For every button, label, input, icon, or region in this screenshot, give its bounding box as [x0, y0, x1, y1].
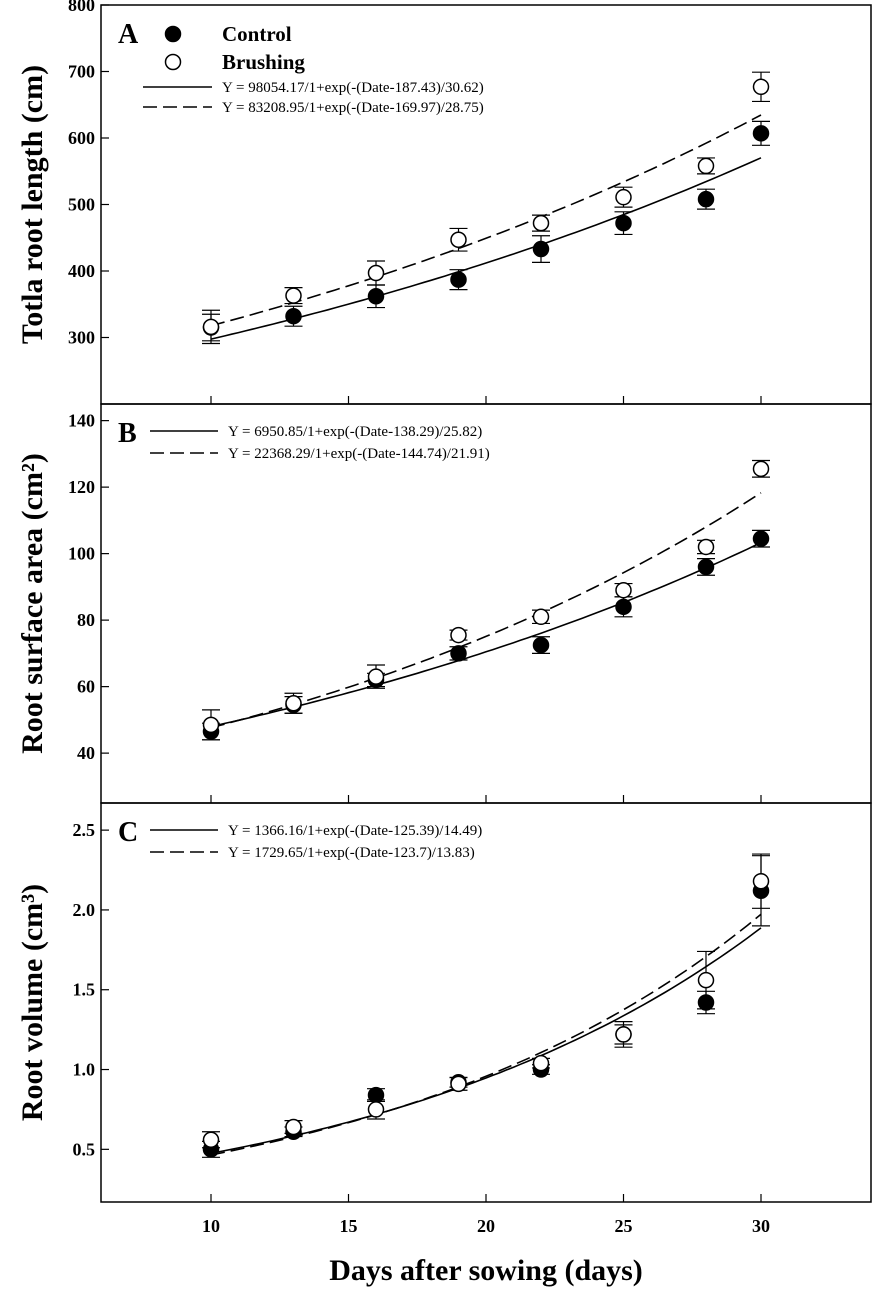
marker-brushing — [532, 608, 550, 626]
marker-brushing — [202, 716, 220, 734]
marker-brushing — [752, 460, 770, 478]
x-tick-label: 20 — [477, 1216, 495, 1236]
fit-curve-brushing — [210, 114, 762, 327]
marker-control — [367, 288, 385, 305]
marker-control — [285, 307, 302, 325]
fit-equation-brushing: Y = 83208.95/1+exp(-(Date-169.97)/28.75) — [222, 100, 484, 116]
marker-brushing — [697, 971, 715, 989]
y-tick-label: 120 — [68, 477, 95, 497]
panel-letter: B — [118, 418, 137, 449]
y-tick-label: 0.5 — [73, 1139, 96, 1159]
marker-brushing — [752, 872, 770, 890]
x-tick-label: 30 — [752, 1216, 770, 1236]
fit-curve-brushing — [210, 913, 762, 1156]
marker-brushing — [285, 287, 302, 304]
x-tick-label: 25 — [615, 1216, 633, 1236]
y-tick-label: 400 — [68, 261, 95, 281]
marker-control — [752, 530, 770, 547]
marker-control — [697, 190, 715, 208]
y-tick-label: 1.5 — [73, 980, 96, 1000]
panel-b: 40 60 80 100 120 140 Root surface area (cm²) B Y… — [16, 403, 872, 804]
marker-brushing — [450, 626, 467, 644]
legend-label-brushing: Brushing — [222, 50, 305, 74]
fit-curve-control — [210, 157, 762, 340]
x-tick-label: 15 — [340, 1216, 358, 1236]
marker-control — [450, 645, 467, 662]
panel-letter: C — [118, 817, 138, 848]
y-tick-label: 300 — [68, 328, 95, 348]
y-tick-label: 60 — [77, 677, 95, 697]
fit-curve-control — [210, 541, 762, 728]
y-tick-label: 1.0 — [73, 1060, 96, 1080]
fit-equation-control: Y = 1366.16/1+exp(-(Date-125.39)/14.49) — [228, 823, 482, 839]
marker-control — [752, 125, 770, 142]
y-tick-label: 140 — [68, 411, 95, 431]
legend-label-control: Control — [222, 22, 292, 46]
legend-marker-control — [164, 25, 182, 43]
panel-c: 0.5 1.0 1.5 2.0 2.5 Root volume (cm³) C Y = 136… — [16, 802, 872, 1203]
marker-brushing — [450, 231, 467, 248]
marker-brushing — [285, 1118, 302, 1136]
fit-equation-brushing: Y = 1729.65/1+exp(-(Date-123.7)/13.83) — [228, 845, 475, 861]
y-tick-label: 500 — [68, 195, 95, 215]
marker-brushing — [615, 188, 632, 206]
fit-curve-brushing — [210, 492, 762, 729]
marker-brushing — [202, 318, 220, 336]
marker-brushing — [615, 581, 632, 599]
y-tick-label: 80 — [77, 610, 95, 630]
y-tick-label: 2.5 — [73, 820, 96, 840]
x-axis-tick-labels: 10 15 20 25 30 — [202, 1216, 770, 1236]
marker-brushing — [285, 695, 302, 712]
marker-brushing — [450, 1075, 467, 1093]
marker-brushing — [752, 78, 770, 96]
marker-brushing — [202, 1131, 220, 1149]
fit-curve-control — [210, 927, 762, 1155]
y-tick-label: 600 — [68, 128, 95, 148]
x-tick-label: 10 — [202, 1216, 220, 1236]
marker-brushing — [697, 157, 715, 175]
panel-letter: A — [118, 19, 139, 50]
fit-equation-control: Y = 98054.17/1+exp(-(Date-187.43)/30.62) — [222, 80, 484, 96]
marker-brushing — [615, 1026, 632, 1043]
marker-control — [450, 271, 467, 288]
marker-control — [615, 598, 632, 616]
y-axis-title: Root surface area (cm²) — [16, 453, 49, 754]
marker-control — [615, 214, 632, 232]
fit-equation-control: Y = 6950.85/1+exp(-(Date-138.29)/25.82) — [228, 424, 482, 440]
marker-brushing — [367, 264, 385, 282]
y-tick-label: 40 — [77, 743, 95, 763]
y-tick-label: 2.0 — [73, 900, 96, 920]
y-axis-title: Root volume (cm³) — [16, 884, 49, 1121]
marker-brushing — [697, 538, 715, 556]
marker-control — [532, 636, 550, 654]
y-tick-label: 800 — [68, 0, 95, 15]
marker-brushing — [532, 214, 550, 232]
panel-a: 300 400 500 600 700 800 Totla root length (cm)… — [16, 0, 872, 405]
x-axis-title: Days after sowing (days) — [329, 1254, 643, 1287]
fit-equation-brushing: Y = 22368.29/1+exp(-(Date-144.74)/21.91) — [228, 446, 490, 462]
y-tick-label: 700 — [68, 62, 95, 82]
marker-brushing — [367, 668, 385, 685]
y-axis-title: Totla root length (cm) — [16, 65, 49, 344]
legend-marker-brushing — [164, 53, 182, 71]
marker-control — [697, 558, 715, 576]
marker-brushing — [532, 1054, 550, 1072]
panel-frame — [100, 4, 872, 405]
marker-brushing — [367, 1101, 385, 1118]
y-tick-label: 100 — [68, 544, 95, 564]
marker-control — [532, 240, 550, 258]
